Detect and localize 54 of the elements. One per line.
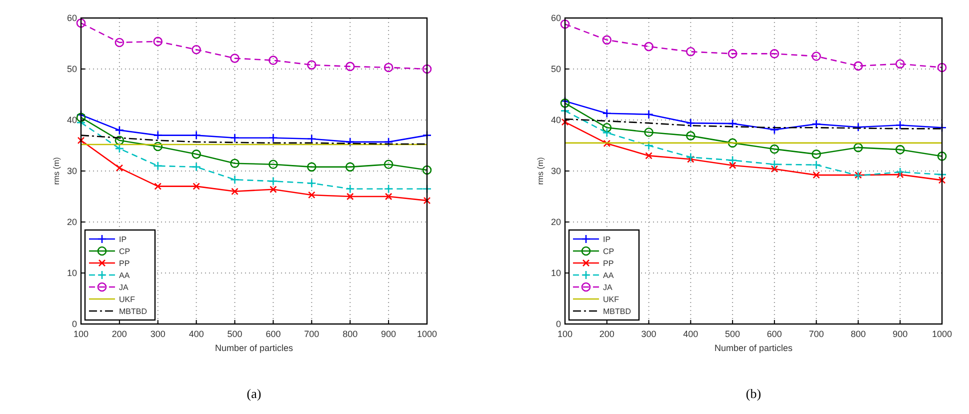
y-axis-title: rms (m): [52, 156, 61, 185]
y-tick-label: 10: [550, 268, 561, 278]
x-tick-label: 700: [304, 329, 320, 339]
legend-label: AA: [603, 271, 614, 280]
x-tick-label: 400: [683, 329, 698, 339]
x-axis-title: Number of particles: [214, 343, 294, 353]
x-tick-label: 300: [150, 329, 166, 339]
legend-label: IP: [119, 235, 127, 244]
x-tick-label: 200: [112, 329, 127, 339]
y-tick-label: 30: [66, 166, 77, 176]
legend-label: CP: [119, 247, 130, 256]
x-tick-label: 900: [892, 329, 908, 339]
y-tick-label: 50: [550, 64, 561, 74]
legend-label: IP: [603, 235, 611, 244]
x-tick-label: 500: [227, 329, 242, 339]
x-tick-label: 400: [188, 329, 204, 339]
y-axis-title: rms (m): [536, 156, 545, 185]
y-tick-label: 20: [66, 217, 77, 227]
x-tick-label: 800: [850, 329, 866, 339]
x-tick-label: 900: [381, 329, 396, 339]
legend-label: PP: [603, 259, 614, 268]
x-tick-label: 1000: [416, 329, 438, 339]
y-tick-label: 50: [66, 64, 77, 74]
y-tick-label: 0: [72, 319, 77, 329]
x-tick-label: 100: [73, 329, 89, 339]
y-tick-label: 10: [66, 268, 77, 278]
y-tick-label: 60: [550, 13, 561, 23]
legend-label: JA: [119, 283, 129, 292]
y-tick-label: 0: [556, 319, 561, 329]
y-tick-label: 40: [550, 115, 561, 125]
x-axis-title: Number of particles: [714, 343, 794, 353]
legend-label: AA: [119, 271, 130, 280]
y-tick-label: 30: [550, 166, 561, 176]
x-tick-label: 200: [599, 329, 614, 339]
y-tick-label: 40: [66, 115, 77, 125]
x-tick-label: 100: [557, 329, 573, 339]
x-tick-label: 700: [808, 329, 824, 339]
x-tick-label: 800: [342, 329, 358, 339]
x-tick-label: 300: [641, 329, 656, 339]
legend-label: PP: [119, 259, 130, 268]
y-tick-label: 20: [550, 217, 561, 227]
legend-label: UKF: [603, 295, 620, 304]
legend-label: JA: [603, 283, 613, 292]
legend-label: MBTBD: [119, 307, 148, 316]
x-tick-label: 1000: [932, 329, 952, 339]
legend-label: UKF: [119, 295, 136, 304]
text: (a): [246, 386, 262, 401]
x-tick-label: 500: [725, 329, 740, 339]
text: (b): [746, 386, 762, 401]
legend-label: CP: [603, 247, 614, 256]
x-tick-label: 600: [766, 329, 782, 339]
y-tick-label: 60: [66, 13, 77, 23]
x-tick-label: 600: [266, 329, 281, 339]
legend-label: MBTBD: [603, 307, 632, 316]
